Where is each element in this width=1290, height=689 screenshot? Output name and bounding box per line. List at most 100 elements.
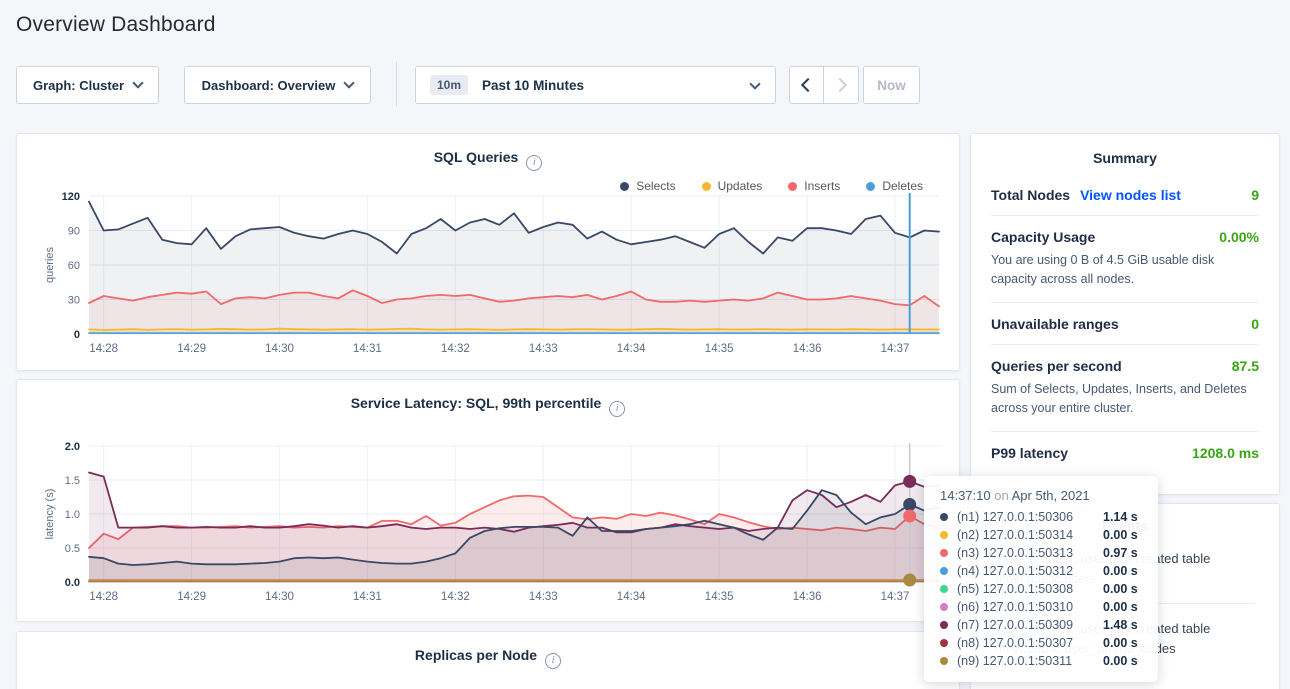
svg-text:30: 30 [68, 295, 80, 307]
node-address: (n6) 127.0.0.1:50310 [957, 600, 1103, 614]
svg-text:0.5: 0.5 [65, 543, 80, 555]
replicas-per-node-title: Replicas per Nodei [17, 632, 959, 669]
qps-value: 87.5 [1232, 358, 1259, 374]
service-latency-chart[interactable]: 0.00.51.01.52.014:2814:2914:3014:3114:32… [17, 438, 961, 614]
node-address: (n7) 127.0.0.1:50309 [957, 618, 1103, 632]
node-address: (n8) 127.0.0.1:50307 [957, 636, 1103, 650]
svg-text:14:33: 14:33 [529, 343, 558, 355]
info-icon[interactable]: i [609, 401, 625, 417]
svg-text:14:28: 14:28 [89, 591, 118, 603]
svg-text:1.0: 1.0 [65, 509, 80, 521]
svg-text:0: 0 [74, 329, 80, 341]
node-latency-value: 0.00 s [1103, 528, 1138, 542]
node-color-dot-icon [940, 621, 948, 629]
svg-text:14:36: 14:36 [793, 343, 822, 355]
tooltip-node-row: (n5) 127.0.0.1:503080.00 s [940, 580, 1146, 598]
node-latency-value: 0.97 s [1103, 546, 1138, 560]
svg-text:14:31: 14:31 [353, 343, 382, 355]
p99-latency-value: 1208.0 ms [1192, 445, 1259, 461]
node-color-dot-icon [940, 567, 948, 575]
node-address: (n3) 127.0.0.1:50313 [957, 546, 1103, 560]
svg-text:60: 60 [68, 260, 80, 272]
summary-row-p99: P99 latency 1208.0 ms [991, 431, 1259, 473]
svg-text:14:32: 14:32 [441, 591, 470, 603]
tooltip-node-list: (n1) 127.0.0.1:503061.14 s(n2) 127.0.0.1… [940, 508, 1146, 670]
node-latency-value: 0.00 s [1103, 654, 1138, 668]
chevron-down-icon [344, 77, 355, 88]
node-color-dot-icon [940, 639, 948, 647]
info-icon[interactable]: i [526, 155, 542, 171]
node-latency-value: 0.00 s [1103, 600, 1138, 614]
time-now-button[interactable]: Now [863, 66, 920, 104]
toolbar-divider [396, 62, 397, 106]
node-latency-value: 0.00 s [1103, 564, 1138, 578]
sql-queries-card: SQL Queriesi SelectsUpdatesInsertsDelete… [16, 133, 960, 371]
now-button-label: Now [877, 78, 906, 93]
tooltip-node-row: (n3) 127.0.0.1:503130.97 s [940, 544, 1146, 562]
capacity-usage-description: You are using 0 B of 4.5 GiB usable disk… [991, 251, 1251, 290]
service-latency-card: Service Latency: SQL, 99th percentilei 0… [16, 379, 960, 622]
node-latency-value: 1.14 s [1103, 510, 1138, 524]
time-forward-button[interactable] [824, 66, 859, 104]
svg-text:90: 90 [68, 226, 80, 238]
svg-text:14:30: 14:30 [265, 343, 294, 355]
node-color-dot-icon [940, 585, 948, 593]
tooltip-node-row: (n4) 127.0.0.1:503120.00 s [940, 562, 1146, 580]
qps-label: Queries per second [991, 358, 1122, 374]
svg-text:2.0: 2.0 [65, 441, 80, 453]
tooltip-node-row: (n1) 127.0.0.1:503061.14 s [940, 508, 1146, 526]
unavailable-ranges-value: 0 [1251, 316, 1259, 332]
tooltip-node-row: (n7) 127.0.0.1:503091.48 s [940, 616, 1146, 634]
graph-dropdown[interactable]: Graph: Cluster [16, 66, 159, 104]
node-address: (n5) 127.0.0.1:50308 [957, 582, 1103, 596]
time-range-badge: 10m [430, 75, 468, 95]
node-color-dot-icon [940, 603, 948, 611]
svg-text:14:37: 14:37 [881, 591, 910, 603]
total-nodes-label: Total Nodes [991, 187, 1070, 203]
sql-queries-chart[interactable]: 030609012014:2814:2914:3014:3114:3214:33… [17, 190, 961, 364]
time-range-label: Past 10 Minutes [482, 78, 584, 93]
info-icon[interactable]: i [545, 653, 561, 669]
sql-queries-title: SQL Queriesi [17, 134, 959, 171]
summary-heading: Summary [971, 134, 1279, 166]
node-latency-value: 1.48 s [1103, 618, 1138, 632]
svg-text:14:34: 14:34 [617, 591, 646, 603]
tooltip-node-row: (n9) 127.0.0.1:503110.00 s [940, 652, 1146, 670]
p99-latency-label: P99 latency [991, 445, 1068, 461]
svg-text:14:37: 14:37 [881, 343, 910, 355]
node-address: (n4) 127.0.0.1:50312 [957, 564, 1103, 578]
svg-text:14:34: 14:34 [617, 343, 646, 355]
chevron-down-icon [749, 78, 760, 89]
node-latency-value: 0.00 s [1103, 636, 1138, 650]
chevron-down-icon [132, 77, 143, 88]
qps-description: Sum of Selects, Updates, Inserts, and De… [991, 380, 1251, 419]
svg-text:0.0: 0.0 [65, 577, 80, 589]
summary-row-unavailable-ranges: Unavailable ranges 0 [991, 302, 1259, 344]
capacity-usage-label: Capacity Usage [991, 229, 1095, 245]
dashboard-dropdown[interactable]: Dashboard: Overview [184, 66, 371, 104]
tooltip-node-row: (n6) 127.0.0.1:503100.00 s [940, 598, 1146, 616]
svg-text:14:35: 14:35 [705, 591, 734, 603]
capacity-usage-value: 0.00% [1219, 229, 1259, 245]
svg-text:latency (s): latency (s) [44, 489, 56, 540]
dashboard-dropdown-label: Dashboard: Overview [202, 78, 336, 93]
unavailable-ranges-label: Unavailable ranges [991, 316, 1119, 332]
summary-row-qps: Queries per second 87.5 Sum of Selects, … [991, 344, 1259, 431]
total-nodes-value: 9 [1251, 187, 1259, 203]
service-latency-title: Service Latency: SQL, 99th percentilei [17, 380, 959, 417]
view-nodes-list-link[interactable]: View nodes list [1080, 187, 1181, 203]
time-range-selector[interactable]: 10m Past 10 Minutes [415, 66, 776, 104]
node-color-dot-icon [940, 549, 948, 557]
chevron-left-icon [801, 78, 815, 92]
page-title: Overview Dashboard [16, 13, 216, 37]
chart-hover-tooltip: 14:37:10 on Apr 5th, 2021 (n1) 127.0.0.1… [924, 476, 1158, 682]
time-back-button[interactable] [789, 66, 824, 104]
svg-text:queries: queries [44, 246, 56, 283]
svg-text:14:32: 14:32 [441, 343, 470, 355]
svg-text:120: 120 [62, 191, 80, 203]
svg-text:14:31: 14:31 [353, 591, 382, 603]
node-address: (n1) 127.0.0.1:50306 [957, 510, 1103, 524]
tooltip-timestamp: 14:37:10 on Apr 5th, 2021 [940, 488, 1146, 503]
node-latency-value: 0.00 s [1103, 582, 1138, 596]
svg-text:1.5: 1.5 [65, 475, 80, 487]
